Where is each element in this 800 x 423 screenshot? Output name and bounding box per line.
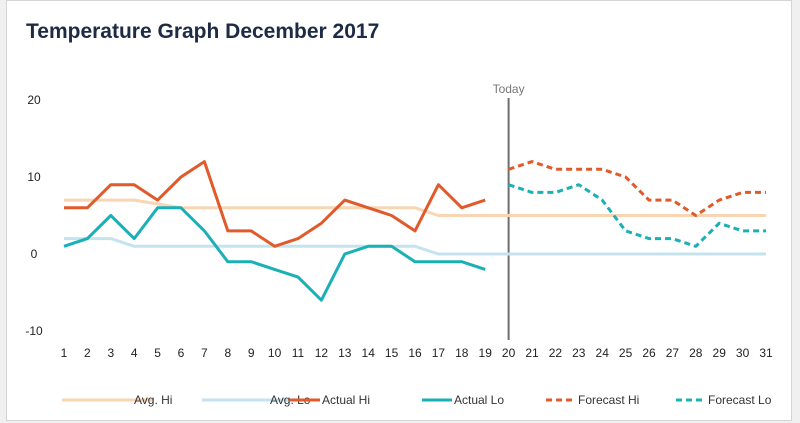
x-tick-label: 3 — [107, 346, 114, 360]
x-tick-label: 11 — [292, 346, 305, 360]
x-tick-label: 20 — [502, 346, 516, 360]
y-tick-label: 20 — [27, 93, 41, 107]
legend-label: Forecast Lo — [708, 393, 772, 407]
legend-label: Actual Lo — [454, 393, 504, 407]
legend-label: Avg. Hi — [134, 393, 172, 407]
y-tick-label: -10 — [25, 324, 43, 338]
today-label: Today — [493, 82, 525, 96]
x-tick-label: 25 — [619, 346, 633, 360]
x-tick-label: 6 — [178, 346, 185, 360]
legend: Avg. Hi Avg. Lo Actual Hi Actual Lo Forecast… — [62, 393, 772, 407]
x-tick-label: 8 — [224, 346, 231, 360]
x-tick-label: 18 — [455, 346, 469, 360]
y-tick-label: 10 — [27, 170, 41, 184]
chart-title: Temperature Graph December 2017 — [26, 20, 380, 43]
series-line-forecast-hi — [508, 160, 766, 217]
x-tick-label: 9 — [248, 346, 255, 360]
x-tick-label: 26 — [642, 346, 656, 360]
y-axis-ticks: -10 0 10 20 — [25, 93, 43, 338]
y-tick-label: 0 — [31, 247, 38, 261]
x-tick-label: 30 — [736, 346, 750, 360]
x-tick-label: 17 — [432, 346, 446, 360]
series-line-actual-hi — [64, 160, 486, 248]
x-tick-label: 23 — [572, 346, 586, 360]
x-tick-label: 2 — [84, 346, 91, 360]
x-tick-label: 5 — [154, 346, 161, 360]
x-tick-label: 21 — [525, 346, 539, 360]
x-tick-label: 31 — [759, 346, 773, 360]
chart-card — [6, 0, 792, 421]
x-tick-label: 27 — [666, 346, 680, 360]
series-line-avg-lo — [64, 237, 766, 256]
x-tick-label: 29 — [713, 346, 727, 360]
legend-label: Actual Hi — [322, 393, 370, 407]
x-tick-label: 19 — [479, 346, 493, 360]
x-tick-label: 4 — [131, 346, 138, 360]
today-marker: Today — [493, 82, 525, 340]
x-tick-label: 22 — [549, 346, 563, 360]
x-tick-label: 15 — [385, 346, 399, 360]
x-axis-ticks: 1 2 3 4 5 6 7 8 9 10 11 12 13 14 15 16 17 18 19 20 21 22 23 24 2… — [61, 346, 773, 360]
x-tick-label: 14 — [362, 346, 376, 360]
x-tick-label: 13 — [338, 346, 352, 360]
legend-label: Forecast Hi — [578, 393, 639, 407]
x-tick-label: 1 — [61, 346, 68, 360]
x-tick-label: 28 — [689, 346, 703, 360]
series-lines — [63, 160, 766, 302]
x-tick-label: 7 — [201, 346, 208, 360]
series-line-actual-lo — [63, 206, 486, 302]
series-line-forecast-lo — [508, 183, 766, 248]
x-tick-label: 10 — [268, 346, 282, 360]
x-tick-label: 12 — [315, 346, 329, 360]
x-tick-label: 24 — [596, 346, 610, 360]
x-tick-label: 16 — [408, 346, 422, 360]
